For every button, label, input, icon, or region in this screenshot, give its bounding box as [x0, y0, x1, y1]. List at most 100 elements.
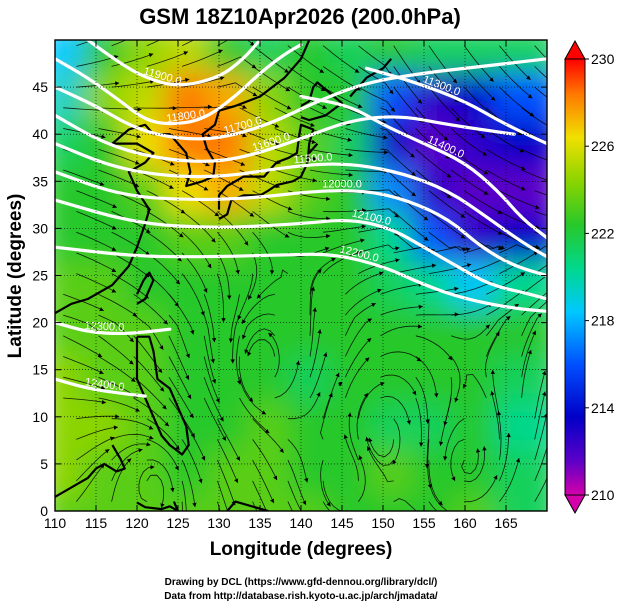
streamline — [217, 480, 228, 511]
streamline — [239, 148, 281, 164]
streamline — [232, 314, 240, 364]
contour-label: 12300.0 — [84, 320, 124, 334]
streamline-arrow — [323, 352, 328, 357]
streamline-arrow — [319, 68, 324, 73]
streamline-arrow — [164, 421, 169, 427]
streamline — [358, 45, 393, 77]
contour-label: 11800.0 — [166, 108, 206, 125]
streamline — [463, 211, 503, 235]
streamline — [63, 293, 104, 311]
streamline — [274, 107, 315, 127]
streamline — [344, 302, 376, 336]
streamline — [146, 439, 179, 471]
streamline — [146, 418, 180, 451]
streamline-arrow — [452, 78, 457, 84]
streamline — [63, 397, 107, 404]
streamline-arrow — [455, 116, 461, 122]
streamline — [217, 252, 230, 300]
streamline — [392, 418, 401, 465]
streamline-arrow — [425, 419, 430, 424]
streamline — [415, 397, 422, 447]
streamline-arrow — [269, 270, 275, 275]
streamline-arrow — [535, 245, 540, 250]
streamline — [323, 225, 366, 233]
streamline — [393, 45, 421, 85]
streamline-arrow — [358, 455, 363, 460]
streamline-arrow — [418, 304, 423, 309]
streamline — [428, 263, 472, 274]
contour-line — [55, 377, 147, 398]
streamline — [486, 272, 526, 295]
streamline — [111, 433, 154, 440]
streamline-arrow — [145, 228, 151, 233]
streamline — [217, 459, 236, 506]
streamline — [323, 209, 367, 213]
y-tick-label: 5 — [40, 456, 48, 472]
streamline — [239, 397, 270, 434]
streamline — [98, 314, 135, 343]
streamline-arrow — [368, 437, 373, 443]
streamline — [217, 418, 241, 461]
streamline-arrow — [462, 383, 467, 389]
streamline-arrow — [256, 294, 262, 299]
streamline-arrow — [378, 271, 384, 276]
streamline — [463, 66, 496, 101]
streamline — [428, 501, 438, 511]
streamline-arrow — [200, 311, 205, 316]
streamline — [320, 392, 333, 440]
streamline-arrow — [111, 246, 117, 251]
streamline — [380, 306, 423, 316]
streamline — [491, 390, 500, 440]
streamline — [485, 315, 511, 357]
streamline-arrow — [390, 107, 395, 112]
streamline — [146, 459, 174, 493]
streamline — [76, 40, 95, 47]
streamline — [76, 448, 110, 482]
streamline-arrow — [367, 318, 372, 323]
streamline-arrow — [389, 89, 394, 95]
streamline-arrow — [190, 432, 195, 438]
streamline-arrow — [192, 502, 197, 507]
streamline — [181, 501, 183, 511]
streamline-arrow — [490, 369, 495, 374]
streamline — [521, 301, 547, 336]
streamline — [450, 324, 491, 340]
x-tick-label: 145 — [330, 515, 354, 531]
streamline — [287, 211, 331, 219]
streamline — [274, 360, 300, 399]
streamline — [203, 314, 214, 364]
streamline-arrow — [183, 51, 188, 56]
streamline-arrow — [489, 77, 494, 82]
streamline-arrow — [101, 399, 106, 405]
streamline — [138, 466, 155, 502]
streamline — [415, 107, 449, 141]
streamline-arrow — [517, 131, 523, 136]
streamline-arrow — [135, 160, 140, 165]
streamline — [75, 463, 105, 502]
streamline — [287, 439, 308, 483]
streamline — [415, 356, 438, 398]
streamline-arrow — [304, 477, 309, 483]
streamline — [309, 148, 353, 156]
streamline — [181, 40, 195, 47]
streamline — [486, 148, 526, 171]
credit-drawing: Drawing by DCL (https://www.gfd-dennou.o… — [165, 577, 438, 588]
streamline-arrow — [411, 191, 416, 197]
x-axis-label: Longitude (degrees) — [210, 539, 393, 560]
streamline-arrow — [423, 216, 429, 221]
streamline-arrow — [182, 547, 187, 551]
streamline-arrow — [343, 434, 348, 439]
streamline-arrow — [174, 302, 179, 307]
streamline-arrow — [240, 161, 245, 167]
streamline — [203, 397, 227, 441]
streamline — [63, 376, 106, 390]
field-cell — [493, 496, 547, 511]
streamline — [181, 439, 203, 484]
streamline-arrow — [462, 247, 467, 252]
streamline-arrow — [111, 268, 117, 272]
streamline-arrow — [406, 420, 411, 425]
streamline — [461, 448, 479, 475]
streamline — [98, 397, 140, 412]
streamline — [344, 289, 382, 316]
streamline — [345, 128, 388, 139]
